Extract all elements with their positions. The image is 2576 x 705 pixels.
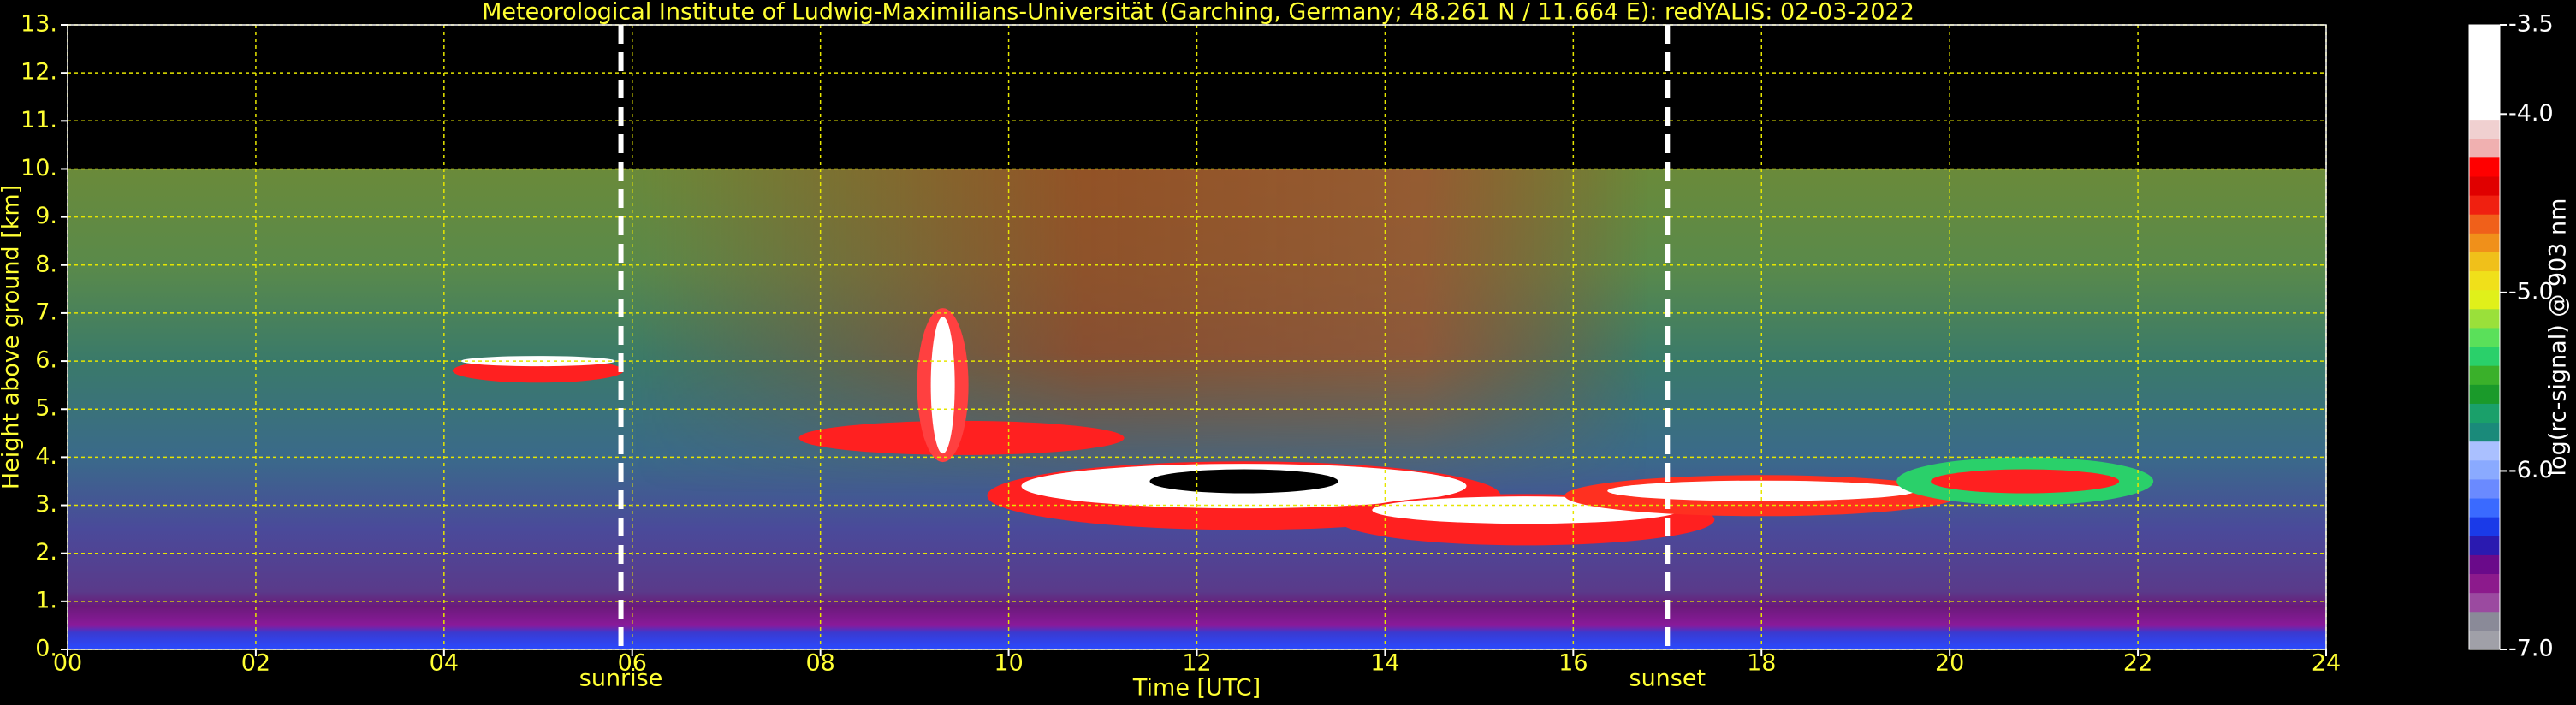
colorbar-swatch: [2469, 195, 2500, 215]
colorbar-label: log(rc-signal) @ 903 nm: [2545, 198, 2572, 477]
colorbar-swatch: [2469, 403, 2500, 424]
colorbar-swatch: [2469, 270, 2500, 291]
y-tick-label: 10.: [21, 155, 57, 181]
colorbar-swatch: [2469, 62, 2500, 82]
x-tick-label: 08: [805, 650, 834, 677]
colorbar-swatch: [2469, 478, 2500, 499]
colorbar-swatch: [2469, 308, 2500, 329]
colorbar-swatch: [2469, 630, 2500, 650]
colorbar-swatch: [2469, 347, 2500, 366]
colorbar-swatch: [2469, 573, 2500, 594]
cloud-layer: [930, 317, 955, 454]
x-tick-label: 00: [53, 650, 82, 677]
cloud-layer: [1931, 469, 2120, 494]
colorbar-tick-label: -7.0: [2508, 636, 2554, 662]
y-tick-label: 0.: [35, 636, 57, 662]
colorbar-swatch: [2469, 498, 2500, 518]
x-tick-label: 18: [1747, 650, 1776, 677]
colorbar-swatch: [2469, 100, 2500, 121]
colorbar-swatch: [2469, 592, 2500, 613]
colorbar-swatch: [2469, 611, 2500, 631]
x-tick-label: 02: [241, 650, 270, 677]
y-axis-label: Height above ground [km]: [0, 185, 25, 489]
colorbar-swatch: [2469, 459, 2500, 480]
colorbar-swatch: [2469, 138, 2500, 158]
y-tick-label: 8.: [35, 251, 57, 277]
colorbar-swatch: [2469, 536, 2500, 555]
colorbar-swatch: [2469, 81, 2500, 101]
y-tick-label: 12.: [21, 59, 57, 86]
y-tick-label: 7.: [35, 299, 57, 325]
cloud-layer: [460, 356, 615, 367]
colorbar-tick-label: -4.0: [2508, 100, 2554, 127]
colorbar-swatch: [2469, 327, 2500, 347]
colorbar-swatch: [2469, 214, 2500, 234]
x-tick-label: 16: [1558, 650, 1588, 677]
colorbar-swatch: [2469, 25, 2500, 44]
colorbar-swatch: [2469, 44, 2500, 63]
colorbar-swatch: [2469, 441, 2500, 461]
colorbar-swatch: [2469, 289, 2500, 310]
colorbar-swatch: [2469, 157, 2500, 177]
colorbar-swatch: [2469, 233, 2500, 252]
colorbar-frame: [2468, 24, 2501, 650]
chart-title: Meteorological Institute of Ludwig-Maxim…: [482, 0, 1914, 26]
colorbar-tick-label: -5.0: [2508, 278, 2554, 305]
y-tick-label: 5.: [35, 395, 57, 422]
x-tick-label: 10: [994, 650, 1023, 677]
x-tick-label: 22: [2123, 650, 2152, 677]
y-tick-label: 1.: [35, 587, 57, 613]
colorbar-swatch: [2469, 119, 2500, 139]
colorbar-swatch: [2469, 175, 2500, 196]
x-tick-label: 20: [1935, 650, 1964, 677]
cloud-layer: [798, 420, 1125, 455]
colorbar-swatch: [2469, 365, 2500, 385]
colorbar-swatch: [2469, 422, 2500, 442]
y-tick-label: 11.: [21, 107, 57, 133]
cloud-layer: [1149, 469, 1338, 494]
colorbar-swatch: [2469, 554, 2500, 575]
colorbar-tick-label: -3.5: [2508, 11, 2554, 38]
y-tick-label: 9.: [35, 203, 57, 229]
plot-frame: [67, 24, 2327, 650]
y-tick-label: 4.: [35, 443, 57, 470]
annotation-label: sunrise: [579, 666, 663, 692]
y-tick-label: 6.: [35, 347, 57, 374]
x-tick-label: 24: [2312, 650, 2341, 677]
y-tick-label: 13.: [21, 11, 57, 38]
x-tick-label: 04: [430, 650, 459, 677]
colorbar-swatch: [2469, 384, 2500, 404]
x-tick-label: 14: [1370, 650, 1399, 677]
x-axis-label: Time [UTC]: [1132, 675, 1261, 702]
annotation-label: sunset: [1629, 666, 1706, 692]
x-tick-label: 06: [618, 650, 647, 677]
x-tick-label: 12: [1182, 650, 1211, 677]
colorbar-swatch: [2469, 517, 2500, 536]
y-tick-label: 2.: [35, 539, 57, 566]
y-tick-label: 3.: [35, 491, 57, 518]
colorbar-swatch: [2469, 252, 2500, 272]
colorbar-tick-label: -6.0: [2508, 457, 2554, 483]
